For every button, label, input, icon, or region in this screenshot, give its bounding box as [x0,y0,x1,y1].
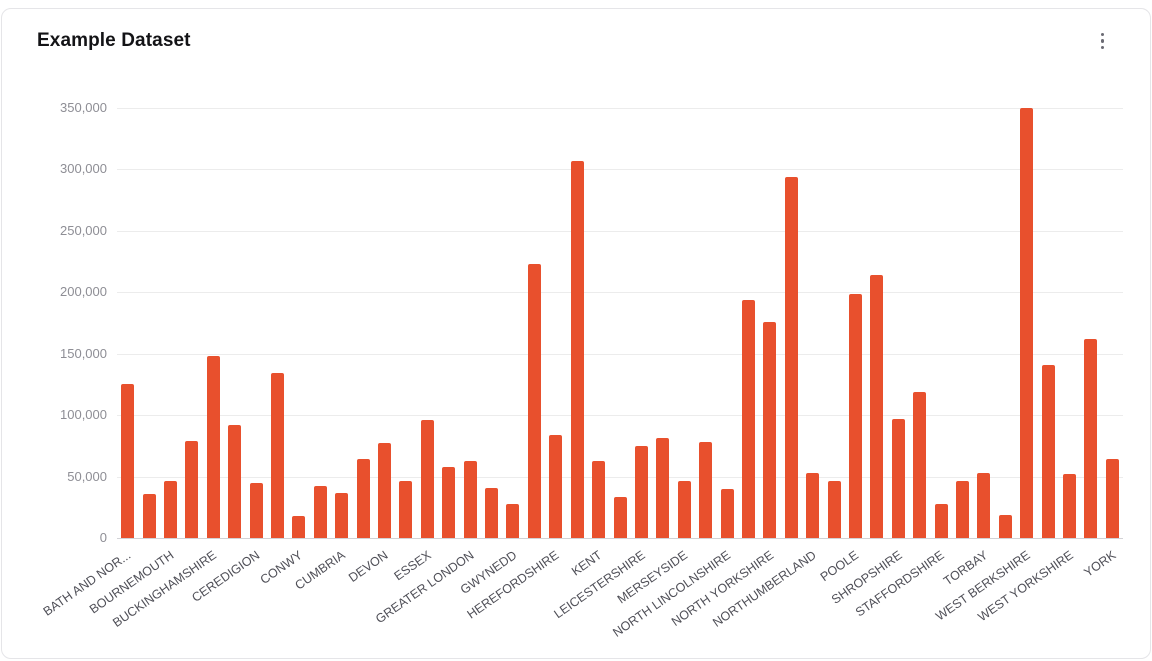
x-axis-label: DEVON [346,548,391,585]
bar[interactable] [613,497,627,538]
bar[interactable] [335,492,349,538]
bar[interactable] [848,293,862,538]
y-gridline [117,108,1123,109]
x-axis-baseline [117,538,1123,539]
y-gridline [117,230,1123,232]
bar[interactable] [656,438,670,538]
bar[interactable] [121,384,135,538]
bar[interactable] [506,503,520,538]
bar[interactable] [1020,108,1034,538]
bar[interactable] [356,459,370,538]
bar[interactable] [592,460,606,538]
kebab-menu-icon[interactable] [1093,27,1113,56]
bar[interactable] [249,482,263,538]
y-gridline [117,169,1123,171]
bar[interactable] [463,460,477,538]
bar[interactable] [442,466,456,538]
bar[interactable] [977,472,991,538]
bar[interactable] [420,420,434,538]
bar[interactable] [998,514,1012,538]
bar[interactable] [891,418,905,538]
bar[interactable] [164,481,177,538]
kebab-dot [1100,32,1104,37]
bar[interactable] [913,391,927,538]
bar[interactable] [955,481,969,538]
x-axis-label: YORK [1081,548,1119,580]
bar[interactable] [206,356,220,538]
bar[interactable] [292,515,306,538]
bar-chart-plot-area: 0 50,000 100,000 150,000 200,000 250,000 300,0… [2,9,1150,658]
bar[interactable] [549,434,563,538]
y-axis-tick-label: 100,000 [60,407,107,423]
bar[interactable] [699,442,713,538]
bar[interactable] [142,493,156,538]
y-gridline [117,415,1123,417]
y-axis-tick-label: 0 [99,530,107,545]
bar[interactable] [806,472,820,538]
y-axis-tick-label: 150,000 [60,345,107,361]
bar[interactable] [570,160,584,538]
bar[interactable] [1084,338,1098,538]
bar[interactable] [763,321,777,538]
bar[interactable] [485,487,499,538]
y-gridline [117,353,1123,355]
card-header: Example Dataset [2,9,1150,73]
kebab-dot [1100,39,1104,43]
kebab-dot [1100,45,1104,50]
bar[interactable] [934,503,948,538]
y-axis-tick-label: 350,000 [60,100,107,115]
bar[interactable] [677,481,691,538]
bar[interactable] [185,440,199,538]
chart-card: Example Dataset 0 50,000 100,000 150,000 200… [1,8,1151,659]
bar[interactable] [399,481,413,538]
bar[interactable] [870,275,884,538]
bar[interactable] [271,373,285,538]
bar[interactable] [1105,459,1119,538]
y-axis-tick-label: 50,000 [67,468,107,484]
chart-title: Example Dataset [37,30,191,51]
y-gridline [117,476,1123,478]
bar[interactable] [784,176,798,538]
bar[interactable] [1041,364,1055,538]
y-axis-tick-label: 300,000 [60,161,107,177]
bar[interactable] [228,424,242,538]
bar[interactable] [527,264,541,538]
bar[interactable] [1062,474,1076,538]
bar[interactable] [378,443,392,538]
y-axis-tick-label: 250,000 [60,222,107,238]
bar[interactable] [313,486,327,538]
bar[interactable] [720,488,734,538]
y-axis-tick-label: 200,000 [60,284,107,300]
bar[interactable] [741,299,755,538]
bar[interactable] [634,445,648,538]
y-gridline [117,292,1123,294]
bar[interactable] [827,481,841,538]
